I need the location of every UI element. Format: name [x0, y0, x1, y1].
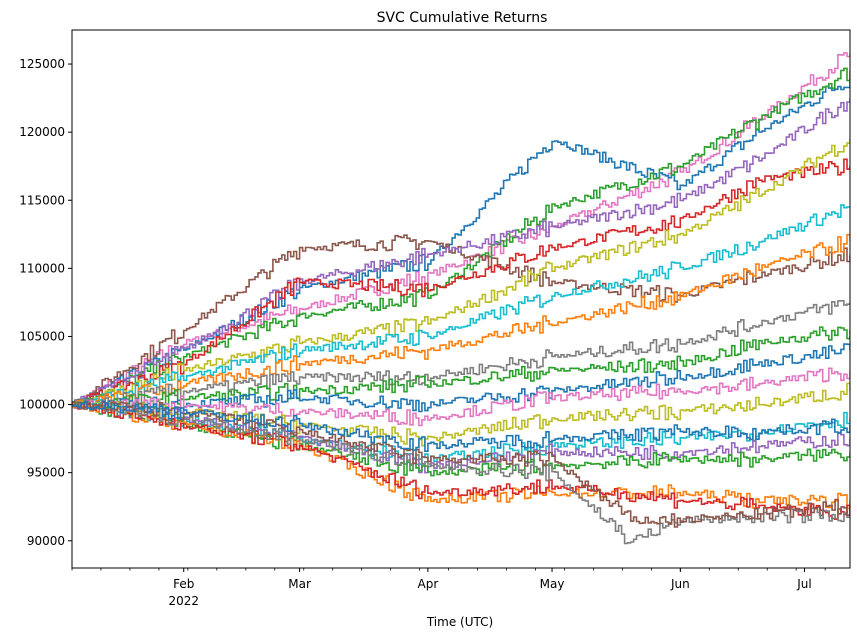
x-tick-label: Jul	[796, 577, 811, 591]
series-line	[72, 98, 850, 407]
y-tick-label: 110000	[19, 261, 65, 275]
y-tick-label: 100000	[19, 398, 65, 412]
x-tick-label: Feb	[173, 577, 194, 591]
series-line	[72, 343, 850, 414]
series-layer	[72, 52, 850, 545]
y-tick-label: 105000	[19, 329, 65, 343]
series-line	[72, 401, 850, 545]
x-tick-label: Jun	[670, 577, 690, 591]
axes-layer: 90000 95000 100000 105000 110000 115000 120000…	[19, 29, 851, 608]
series-line	[72, 67, 850, 406]
series-line	[72, 326, 850, 408]
x-tick-year-label: 2022	[168, 594, 199, 608]
series-line	[72, 158, 850, 406]
y-tick-label: 90000	[27, 534, 65, 548]
series-line	[72, 402, 850, 520]
series-line	[72, 139, 850, 409]
y-tick-label: 120000	[19, 125, 65, 139]
series-line	[72, 401, 850, 452]
chart-title: SVC Cumulative Returns	[377, 10, 548, 26]
y-tick-label: 95000	[27, 466, 65, 480]
series-line	[72, 234, 850, 406]
series-line	[72, 367, 850, 427]
series-line	[72, 233, 850, 406]
x-axis-label: Time (UTC)	[426, 615, 493, 629]
plot-frame	[71, 29, 851, 569]
series-line	[72, 204, 850, 407]
x-tick-label: May	[540, 577, 565, 591]
series-line	[72, 300, 850, 407]
series-line	[72, 401, 850, 528]
y-tick-label: 125000	[19, 57, 65, 71]
y-tick-label: 115000	[19, 193, 65, 207]
x-tick-label: Apr	[418, 577, 439, 591]
x-tick-label: Mar	[288, 577, 311, 591]
